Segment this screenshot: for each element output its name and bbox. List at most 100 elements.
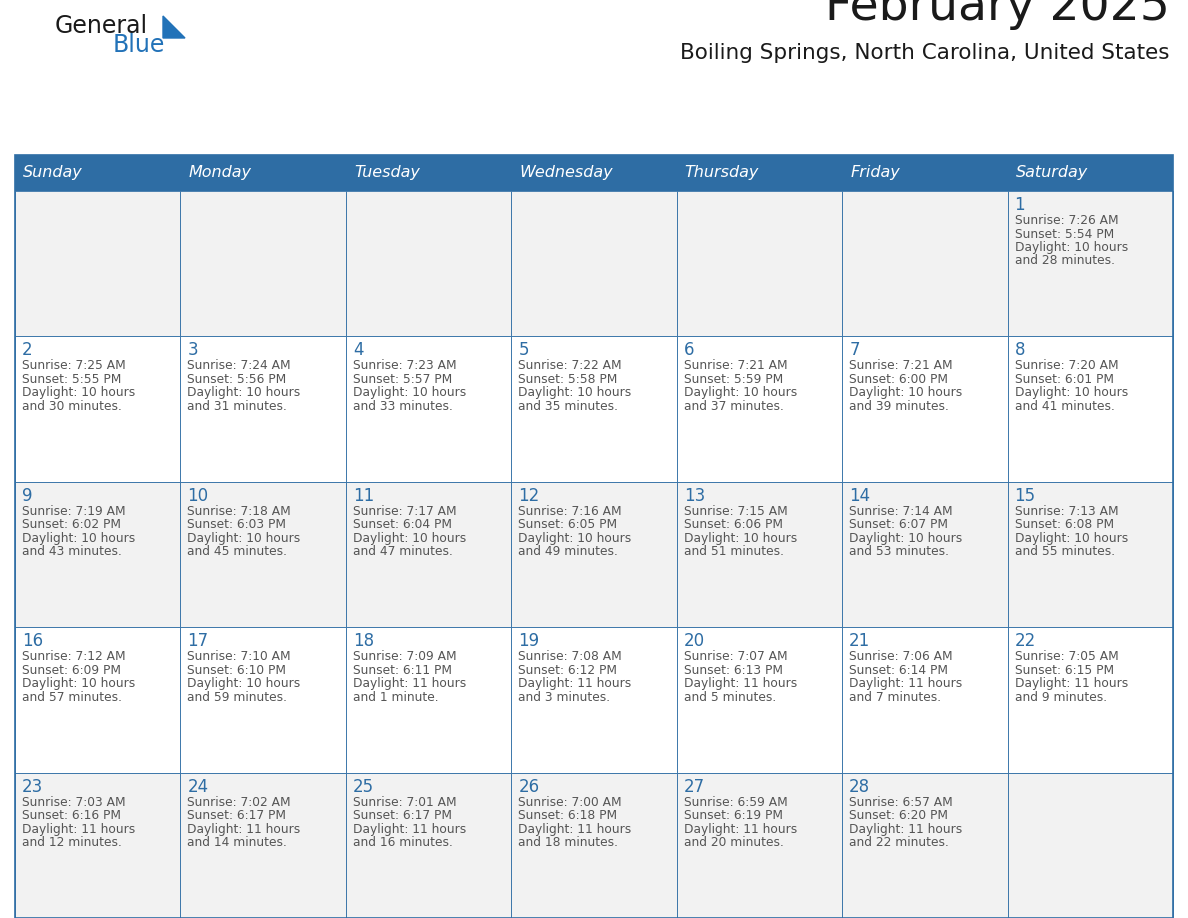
Text: Blue: Blue bbox=[113, 33, 165, 57]
Text: Sunset: 6:17 PM: Sunset: 6:17 PM bbox=[353, 809, 451, 823]
Text: Sunset: 6:02 PM: Sunset: 6:02 PM bbox=[23, 519, 121, 532]
Text: and 9 minutes.: and 9 minutes. bbox=[1015, 690, 1107, 704]
Text: and 45 minutes.: and 45 minutes. bbox=[188, 545, 287, 558]
Text: 1: 1 bbox=[1015, 196, 1025, 214]
Text: Sunset: 6:11 PM: Sunset: 6:11 PM bbox=[353, 664, 451, 677]
Text: 18: 18 bbox=[353, 633, 374, 650]
Text: 21: 21 bbox=[849, 633, 871, 650]
Text: Boiling Springs, North Carolina, United States: Boiling Springs, North Carolina, United … bbox=[681, 43, 1170, 63]
Text: Daylight: 10 hours: Daylight: 10 hours bbox=[23, 677, 135, 690]
Text: Sunset: 6:20 PM: Sunset: 6:20 PM bbox=[849, 809, 948, 823]
Text: 16: 16 bbox=[23, 633, 43, 650]
Text: 22: 22 bbox=[1015, 633, 1036, 650]
Text: Daylight: 11 hours: Daylight: 11 hours bbox=[1015, 677, 1127, 690]
Text: Sunrise: 7:23 AM: Sunrise: 7:23 AM bbox=[353, 360, 456, 373]
Text: Daylight: 11 hours: Daylight: 11 hours bbox=[684, 677, 797, 690]
Text: Sunrise: 7:00 AM: Sunrise: 7:00 AM bbox=[518, 796, 621, 809]
Text: General: General bbox=[55, 14, 148, 38]
Text: 10: 10 bbox=[188, 487, 209, 505]
Text: and 1 minute.: and 1 minute. bbox=[353, 690, 438, 704]
Bar bbox=[15, 155, 1173, 918]
Text: and 53 minutes.: and 53 minutes. bbox=[849, 545, 949, 558]
Text: Daylight: 11 hours: Daylight: 11 hours bbox=[518, 677, 632, 690]
Text: and 43 minutes.: and 43 minutes. bbox=[23, 545, 122, 558]
Text: Sunrise: 7:07 AM: Sunrise: 7:07 AM bbox=[684, 650, 788, 663]
Text: and 51 minutes.: and 51 minutes. bbox=[684, 545, 784, 558]
Text: Sunrise: 7:18 AM: Sunrise: 7:18 AM bbox=[188, 505, 291, 518]
Bar bbox=[1007, 482, 1173, 627]
Bar bbox=[181, 191, 346, 336]
Bar bbox=[181, 482, 346, 627]
Text: Sunrise: 7:21 AM: Sunrise: 7:21 AM bbox=[849, 360, 953, 373]
Text: and 47 minutes.: and 47 minutes. bbox=[353, 545, 453, 558]
Text: Sunset: 6:00 PM: Sunset: 6:00 PM bbox=[849, 373, 948, 386]
Text: 6: 6 bbox=[684, 341, 694, 360]
Text: Sunrise: 7:08 AM: Sunrise: 7:08 AM bbox=[518, 650, 623, 663]
Text: Sunrise: 7:26 AM: Sunrise: 7:26 AM bbox=[1015, 214, 1118, 227]
Text: Daylight: 10 hours: Daylight: 10 hours bbox=[23, 532, 135, 544]
Bar bbox=[511, 627, 677, 773]
Text: and 49 minutes.: and 49 minutes. bbox=[518, 545, 618, 558]
Text: and 28 minutes.: and 28 minutes. bbox=[1015, 254, 1114, 267]
Text: and 59 minutes.: and 59 minutes. bbox=[188, 690, 287, 704]
Text: Sunset: 6:16 PM: Sunset: 6:16 PM bbox=[23, 809, 121, 823]
Text: and 18 minutes.: and 18 minutes. bbox=[518, 836, 618, 849]
Text: 3: 3 bbox=[188, 341, 198, 360]
Text: 15: 15 bbox=[1015, 487, 1036, 505]
Text: Sunset: 6:04 PM: Sunset: 6:04 PM bbox=[353, 519, 451, 532]
Bar bbox=[346, 482, 511, 627]
Text: Sunrise: 7:17 AM: Sunrise: 7:17 AM bbox=[353, 505, 456, 518]
Text: and 35 minutes.: and 35 minutes. bbox=[518, 400, 618, 413]
Text: 7: 7 bbox=[849, 341, 860, 360]
Bar bbox=[842, 191, 1007, 336]
Bar bbox=[511, 773, 677, 918]
Text: Sunrise: 7:09 AM: Sunrise: 7:09 AM bbox=[353, 650, 456, 663]
Bar bbox=[346, 627, 511, 773]
Text: Sunrise: 6:57 AM: Sunrise: 6:57 AM bbox=[849, 796, 953, 809]
Text: 26: 26 bbox=[518, 778, 539, 796]
Text: Sunrise: 7:25 AM: Sunrise: 7:25 AM bbox=[23, 360, 126, 373]
Text: Sunrise: 7:15 AM: Sunrise: 7:15 AM bbox=[684, 505, 788, 518]
Bar bbox=[181, 773, 346, 918]
Text: and 39 minutes.: and 39 minutes. bbox=[849, 400, 949, 413]
Bar bbox=[15, 155, 1173, 191]
Text: Sunset: 6:17 PM: Sunset: 6:17 PM bbox=[188, 809, 286, 823]
Text: Sunrise: 7:22 AM: Sunrise: 7:22 AM bbox=[518, 360, 621, 373]
Text: Sunset: 6:05 PM: Sunset: 6:05 PM bbox=[518, 519, 618, 532]
Text: 13: 13 bbox=[684, 487, 704, 505]
Bar bbox=[181, 627, 346, 773]
Text: Sunrise: 7:05 AM: Sunrise: 7:05 AM bbox=[1015, 650, 1118, 663]
Bar bbox=[181, 336, 346, 482]
Text: Sunset: 6:13 PM: Sunset: 6:13 PM bbox=[684, 664, 783, 677]
Text: 11: 11 bbox=[353, 487, 374, 505]
Text: Saturday: Saturday bbox=[1016, 165, 1088, 181]
Text: Sunset: 5:57 PM: Sunset: 5:57 PM bbox=[353, 373, 453, 386]
Bar bbox=[511, 191, 677, 336]
Bar bbox=[15, 336, 181, 482]
Text: Daylight: 11 hours: Daylight: 11 hours bbox=[23, 823, 135, 835]
Text: and 14 minutes.: and 14 minutes. bbox=[188, 836, 287, 849]
Text: Sunset: 6:10 PM: Sunset: 6:10 PM bbox=[188, 664, 286, 677]
Text: and 41 minutes.: and 41 minutes. bbox=[1015, 400, 1114, 413]
Text: 8: 8 bbox=[1015, 341, 1025, 360]
Text: Daylight: 10 hours: Daylight: 10 hours bbox=[1015, 532, 1127, 544]
Bar bbox=[1007, 773, 1173, 918]
Text: 25: 25 bbox=[353, 778, 374, 796]
Text: Sunrise: 7:19 AM: Sunrise: 7:19 AM bbox=[23, 505, 126, 518]
Text: Daylight: 10 hours: Daylight: 10 hours bbox=[23, 386, 135, 399]
Text: Sunrise: 7:24 AM: Sunrise: 7:24 AM bbox=[188, 360, 291, 373]
Text: Sunset: 6:01 PM: Sunset: 6:01 PM bbox=[1015, 373, 1113, 386]
Bar bbox=[677, 482, 842, 627]
Text: Daylight: 10 hours: Daylight: 10 hours bbox=[353, 386, 466, 399]
Text: Monday: Monday bbox=[189, 165, 252, 181]
Text: Sunrise: 7:02 AM: Sunrise: 7:02 AM bbox=[188, 796, 291, 809]
Text: Daylight: 11 hours: Daylight: 11 hours bbox=[849, 677, 962, 690]
Text: and 55 minutes.: and 55 minutes. bbox=[1015, 545, 1114, 558]
Text: Sunset: 6:03 PM: Sunset: 6:03 PM bbox=[188, 519, 286, 532]
Text: 12: 12 bbox=[518, 487, 539, 505]
Text: and 16 minutes.: and 16 minutes. bbox=[353, 836, 453, 849]
Text: Sunset: 6:19 PM: Sunset: 6:19 PM bbox=[684, 809, 783, 823]
Text: Daylight: 10 hours: Daylight: 10 hours bbox=[684, 386, 797, 399]
Text: Sunset: 6:12 PM: Sunset: 6:12 PM bbox=[518, 664, 618, 677]
Text: Daylight: 10 hours: Daylight: 10 hours bbox=[684, 532, 797, 544]
